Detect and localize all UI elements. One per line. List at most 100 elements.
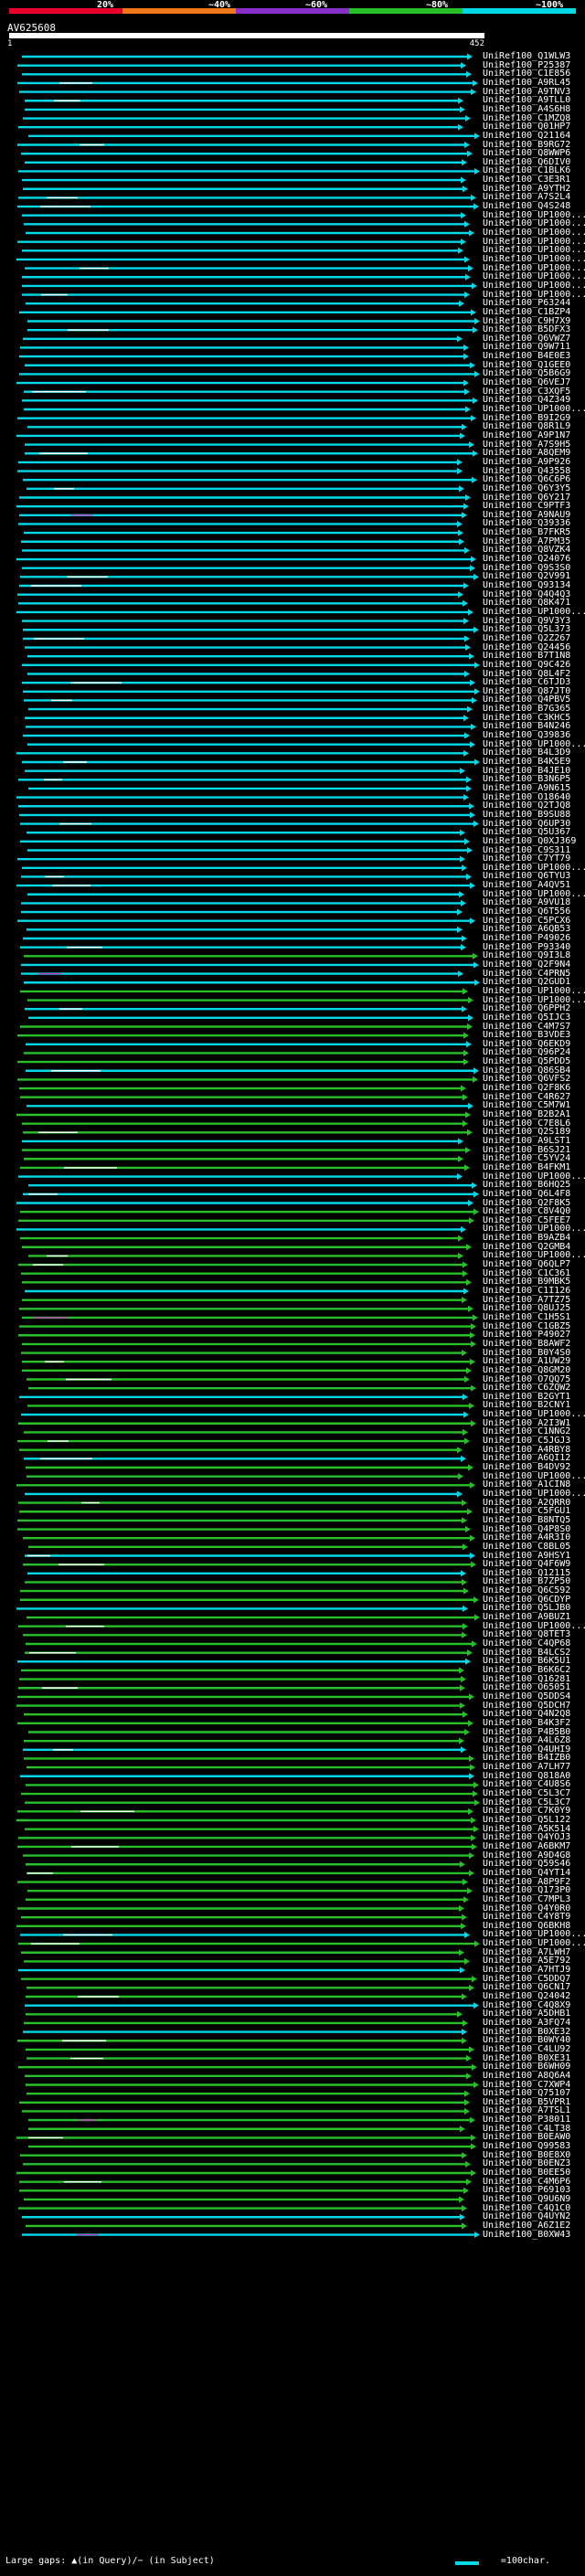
hit-label[interactable]: UniRef100_Q12115 — [483, 1567, 571, 1578]
hit-label[interactable]: UniRef100_UP1000... — [483, 218, 585, 229]
hit-label[interactable]: UniRef100_C5JGJ3 — [483, 1436, 571, 1447]
hit-label[interactable]: UniRef100_A1UW29 — [483, 1356, 571, 1367]
hit-label[interactable]: UniRef100_A7TSL1 — [483, 2105, 571, 2116]
hit-label[interactable]: UniRef100_C8BL05 — [483, 1541, 571, 1552]
hit-label[interactable]: UniRef100_A2QRR0 — [483, 1497, 571, 1508]
hit-label[interactable]: UniRef100_Q75107 — [483, 2088, 571, 2099]
hit-label[interactable]: UniRef100_C5FEE7 — [483, 1214, 571, 1225]
hit-label[interactable]: UniRef100_B4DV92 — [483, 1462, 571, 1472]
hit-label[interactable]: UniRef100_A9N615 — [483, 782, 571, 793]
hit-label[interactable]: UniRef100_B2GYT1 — [483, 1391, 571, 1402]
hit-label[interactable]: UniRef100_Q6VWZ7 — [483, 333, 571, 344]
hit-label[interactable]: UniRef100_Q2GMB4 — [483, 1241, 571, 1252]
hit-label[interactable]: UniRef100_UP1000... — [483, 1938, 585, 1949]
hit-label[interactable]: UniRef100_P69103 — [483, 2185, 571, 2196]
hit-label[interactable]: UniRef100_C4LU92 — [483, 2043, 571, 2054]
hit-label[interactable]: UniRef100_Q9W711 — [483, 342, 571, 353]
hit-label[interactable]: UniRef100_C4U8S6 — [483, 1779, 571, 1790]
hit-label[interactable]: UniRef100_Q93134 — [483, 580, 571, 590]
hit-label[interactable]: UniRef100_Q4Q4Q3 — [483, 588, 571, 599]
hit-label[interactable]: UniRef100_B0ENZ3 — [483, 2158, 571, 2169]
hit-label[interactable]: UniRef100_UP1000... — [483, 280, 585, 291]
hit-label[interactable]: UniRef100_Q6QLP7 — [483, 1259, 571, 1270]
hit-label[interactable]: UniRef100_Q5B6G9 — [483, 368, 571, 379]
hit-label[interactable]: UniRef100_A7S9H5 — [483, 439, 571, 450]
hit-label[interactable]: UniRef100_A9RL45 — [483, 77, 571, 88]
hit-label[interactable]: UniRef100_A9NAU9 — [483, 509, 571, 520]
hit-label[interactable]: UniRef100_Q4YT14 — [483, 1867, 571, 1878]
hit-label[interactable]: UniRef100_Q59S46 — [483, 1859, 571, 1870]
hit-label[interactable]: UniRef100_UP1000... — [483, 985, 585, 996]
hit-label[interactable]: UniRef100_B6SJ21 — [483, 1144, 571, 1155]
hit-label[interactable]: UniRef100_Q9C426 — [483, 659, 571, 670]
hit-label[interactable]: UniRef100_A9HSY1 — [483, 1550, 571, 1561]
hit-label[interactable]: UniRef100_C7XWP4 — [483, 2079, 571, 2090]
hit-label[interactable]: UniRef100_Q87JT0 — [483, 685, 571, 696]
hit-label[interactable]: UniRef100_A7TZ75 — [483, 1294, 571, 1305]
hit-label[interactable]: UniRef100_P93340 — [483, 941, 571, 952]
hit-label[interactable]: UniRef100_Q1WLW3 — [483, 51, 571, 61]
hit-label[interactable]: UniRef100_Q6DIV0 — [483, 156, 571, 167]
hit-label[interactable]: UniRef100_Q8K471 — [483, 598, 571, 609]
hit-label[interactable]: UniRef100_B8AWF2 — [483, 1338, 571, 1349]
hit-label[interactable]: UniRef100_Q6VEJ7 — [483, 377, 571, 388]
hit-label[interactable]: UniRef100_UP1000... — [483, 1488, 585, 1499]
hit-label[interactable]: UniRef100_B2CNY1 — [483, 1400, 571, 1411]
hit-label[interactable]: UniRef100_C1BLK6 — [483, 165, 571, 176]
hit-label[interactable]: UniRef100_B0XW43 — [483, 2229, 571, 2240]
hit-label[interactable]: UniRef100_Q2Z267 — [483, 632, 571, 643]
hit-label[interactable]: UniRef100_B2B2A1 — [483, 1109, 571, 1119]
hit-label[interactable]: UniRef100_C1H5S1 — [483, 1311, 571, 1322]
hit-label[interactable]: UniRef100_Q24456 — [483, 641, 571, 652]
hit-label[interactable]: UniRef100_B8NTQ5 — [483, 1514, 571, 1525]
hit-label[interactable]: UniRef100_A7LH77 — [483, 1762, 571, 1773]
hit-label[interactable]: UniRef100_A7LWH7 — [483, 1946, 571, 1957]
hit-label[interactable]: UniRef100_UP1000... — [483, 738, 585, 749]
hit-label[interactable]: UniRef100_C6ZQW2 — [483, 1383, 571, 1394]
hit-label[interactable]: UniRef100_A5K514 — [483, 1823, 571, 1834]
hit-label[interactable]: UniRef100_A5E792 — [483, 1956, 571, 1966]
hit-label[interactable]: UniRef100_B4FKM1 — [483, 1161, 571, 1172]
hit-label[interactable]: UniRef100_B3N6P5 — [483, 774, 571, 785]
hit-label[interactable]: UniRef100_Q5L122 — [483, 1815, 571, 1825]
hit-label[interactable]: UniRef100_A9YTH2 — [483, 183, 571, 194]
hit-label[interactable]: UniRef100_C4QP68 — [483, 1638, 571, 1648]
hit-label[interactable]: UniRef100_UP1000... — [483, 1620, 585, 1631]
hit-label[interactable]: UniRef100_B0WY40 — [483, 2035, 571, 2046]
hit-label[interactable]: UniRef100_P63244 — [483, 298, 571, 309]
hit-label[interactable]: UniRef100_Q4UYN2 — [483, 2211, 571, 2222]
hit-label[interactable]: UniRef100_Q6TYU3 — [483, 871, 571, 882]
hit-label[interactable]: UniRef100_UP1000... — [483, 228, 585, 238]
hit-label[interactable]: UniRef100_Q8WWP6 — [483, 148, 571, 159]
hit-label[interactable]: UniRef100_Q0XJ369 — [483, 835, 577, 846]
hit-label[interactable]: UniRef100_B4L3D9 — [483, 747, 571, 758]
hit-label[interactable]: UniRef100_O65051 — [483, 1682, 571, 1693]
hit-label[interactable]: UniRef100_C4Y8T9 — [483, 1912, 571, 1923]
hit-label[interactable]: UniRef100_Q4YOJ3 — [483, 1832, 571, 1843]
hit-label[interactable]: UniRef100_Q96P24 — [483, 1047, 571, 1058]
hit-label[interactable]: UniRef100_Q2S189 — [483, 1127, 571, 1138]
hit-label[interactable]: UniRef100_Q39836 — [483, 730, 571, 741]
hit-label[interactable]: UniRef100_A3FQ74 — [483, 2017, 571, 2028]
hit-label[interactable]: UniRef100_C1C361 — [483, 1267, 571, 1278]
hit-label[interactable]: UniRef100_C4M7S7 — [483, 1021, 571, 1032]
hit-label[interactable]: UniRef100_UP1000... — [483, 262, 585, 273]
hit-label[interactable]: UniRef100_A4L6Z8 — [483, 1735, 571, 1746]
hit-label[interactable]: UniRef100_B9SU88 — [483, 809, 571, 820]
hit-label[interactable]: UniRef100_Q16281 — [483, 1673, 571, 1684]
hit-label[interactable]: UniRef100_Q5DCH7 — [483, 1700, 571, 1711]
hit-label[interactable]: UniRef100_UP1000... — [483, 1929, 585, 1940]
hit-label[interactable]: UniRef100_Q9I3L8 — [483, 950, 571, 961]
hit-label[interactable]: UniRef100_C5DDQ7 — [483, 1973, 571, 1984]
hit-label[interactable]: UniRef100_B9MBK5 — [483, 1277, 571, 1288]
hit-label[interactable]: UniRef100_Q4N2Q8 — [483, 1709, 571, 1720]
hit-label[interactable]: UniRef100_B5VPR1 — [483, 2096, 571, 2107]
hit-label[interactable]: UniRef100_Q9S3S0 — [483, 562, 571, 573]
hit-label[interactable]: UniRef100_C1I126 — [483, 1286, 571, 1296]
hit-label[interactable]: UniRef100_C1BZP4 — [483, 306, 571, 317]
hit-label[interactable]: UniRef100_A1CIN8 — [483, 1479, 571, 1490]
hit-label[interactable]: UniRef100_Q5LJB0 — [483, 1603, 571, 1614]
hit-label[interactable]: UniRef100_UP1000... — [483, 245, 585, 256]
hit-label[interactable]: UniRef100_O18640 — [483, 791, 571, 802]
hit-label[interactable]: UniRef100_A9LST1 — [483, 1135, 571, 1146]
